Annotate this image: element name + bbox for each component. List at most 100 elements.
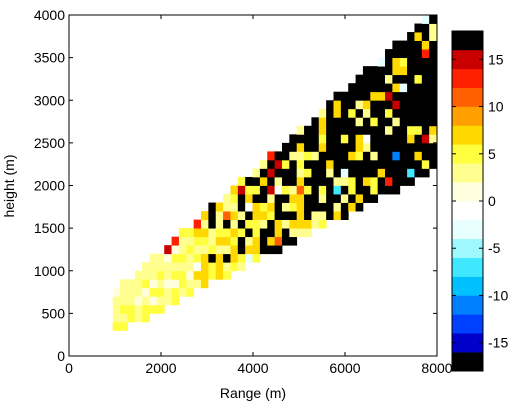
heatmap-cell — [252, 176, 261, 186]
heatmap-cell — [304, 159, 312, 169]
heatmap-cell — [377, 159, 386, 169]
heatmap-cell — [340, 108, 349, 118]
heatmap-cell — [281, 194, 290, 203]
heatmap-cell — [414, 40, 423, 50]
heatmap-cell — [186, 262, 195, 272]
heatmap-cell — [414, 66, 423, 76]
heatmap-cell — [230, 202, 239, 212]
heatmap-cell — [355, 194, 364, 203]
heatmap-cell — [421, 168, 430, 178]
heatmap-cell — [348, 159, 356, 169]
heatmap-cell — [296, 151, 305, 161]
heatmap-cell — [281, 236, 290, 246]
heatmap-cell — [377, 66, 386, 76]
heatmap-cell — [392, 134, 401, 144]
heatmap-cell — [171, 296, 180, 306]
heatmap-cell — [245, 194, 253, 203]
heatmap-cell — [230, 262, 239, 272]
heatmap-cell — [362, 83, 371, 93]
heatmap-cell — [311, 185, 320, 195]
heatmap-cell — [399, 91, 408, 101]
heatmap-cell — [385, 49, 393, 59]
heatmap-cell — [318, 125, 327, 135]
colorbar-segment — [452, 106, 483, 126]
heatmap-cell — [296, 134, 305, 144]
heatmap-cell — [149, 279, 158, 289]
heatmap-cell — [429, 91, 437, 101]
heatmap-cell — [421, 134, 430, 144]
colorbar-segment — [452, 31, 483, 51]
heatmap-cell — [296, 159, 305, 169]
heatmap-cell — [399, 117, 408, 127]
heatmap-cell — [120, 313, 128, 323]
colorbar-segment — [452, 257, 483, 277]
heatmap-cells — [112, 15, 437, 331]
heatmap-cell — [421, 91, 430, 101]
colorbar-segment — [452, 144, 483, 164]
x-tick-label: 6000 — [329, 360, 360, 376]
heatmap-cell — [399, 40, 408, 50]
heatmap-cell — [429, 49, 437, 59]
heatmap-cell — [429, 159, 437, 169]
heatmap-cell — [326, 168, 334, 178]
x-axis: 0 2000 4000 6000 8000 — [65, 15, 453, 376]
heatmap-cell — [245, 176, 253, 186]
heatmap-cell — [362, 100, 371, 110]
y-tick-label: 4000 — [34, 7, 65, 23]
heatmap-cell — [267, 168, 276, 178]
heatmap-cell — [149, 296, 158, 306]
heatmap-cell — [340, 117, 349, 127]
heatmap-cell — [318, 211, 327, 220]
heatmap-cell — [245, 236, 253, 246]
heatmap-cell — [385, 66, 393, 76]
heatmap-cell — [311, 202, 320, 212]
heatmap-cell — [208, 253, 217, 263]
heatmap-cell — [252, 202, 261, 212]
heatmap-cell — [245, 211, 253, 220]
heatmap-cell — [326, 125, 334, 135]
heatmap-cell — [429, 23, 437, 33]
heatmap-cell — [318, 168, 327, 178]
heatmap-cell — [296, 219, 305, 229]
heatmap-cell — [304, 142, 312, 152]
heatmap-cell — [142, 287, 150, 297]
heatmap-cell — [385, 57, 393, 67]
heatmap-cell — [362, 185, 371, 195]
heatmap-cell — [259, 159, 268, 169]
heatmap-cell — [407, 32, 415, 41]
heatmap-cell — [127, 313, 136, 323]
heatmap-cell — [362, 125, 371, 135]
heatmap-cell — [142, 304, 150, 314]
heatmap-cell — [156, 253, 165, 263]
heatmap-cell — [399, 83, 408, 93]
heatmap-cell — [326, 100, 334, 110]
colorbar-segment — [452, 219, 483, 240]
heatmap-cell — [392, 66, 401, 76]
heatmap-cell — [421, 83, 430, 93]
heatmap-cell — [127, 304, 136, 314]
heatmap-cell — [311, 142, 320, 152]
heatmap-cell — [252, 236, 261, 246]
heatmap-cell — [201, 219, 209, 229]
heatmap-cell — [421, 151, 430, 161]
heatmap-cell — [407, 151, 415, 161]
heatmap-cell — [245, 253, 253, 263]
heatmap-cell — [281, 185, 290, 195]
heatmap-cell — [304, 194, 312, 203]
heatmap-cell — [407, 134, 415, 144]
heatmap-cell — [355, 151, 364, 161]
heatmap-cell — [362, 108, 371, 118]
heatmap-cell — [142, 279, 150, 289]
heatmap-cell — [304, 134, 312, 144]
heatmap-cell — [333, 125, 342, 135]
heatmap-cell — [274, 176, 283, 186]
heatmap-cell — [348, 202, 356, 212]
heatmap-cell — [414, 159, 423, 169]
heatmap-cell — [414, 142, 423, 152]
heatmap-cell — [407, 74, 415, 84]
heatmap-cell — [370, 134, 379, 144]
heatmap-cell — [134, 270, 143, 280]
heatmap-cell — [252, 211, 261, 220]
heatmap-cell — [289, 194, 298, 203]
